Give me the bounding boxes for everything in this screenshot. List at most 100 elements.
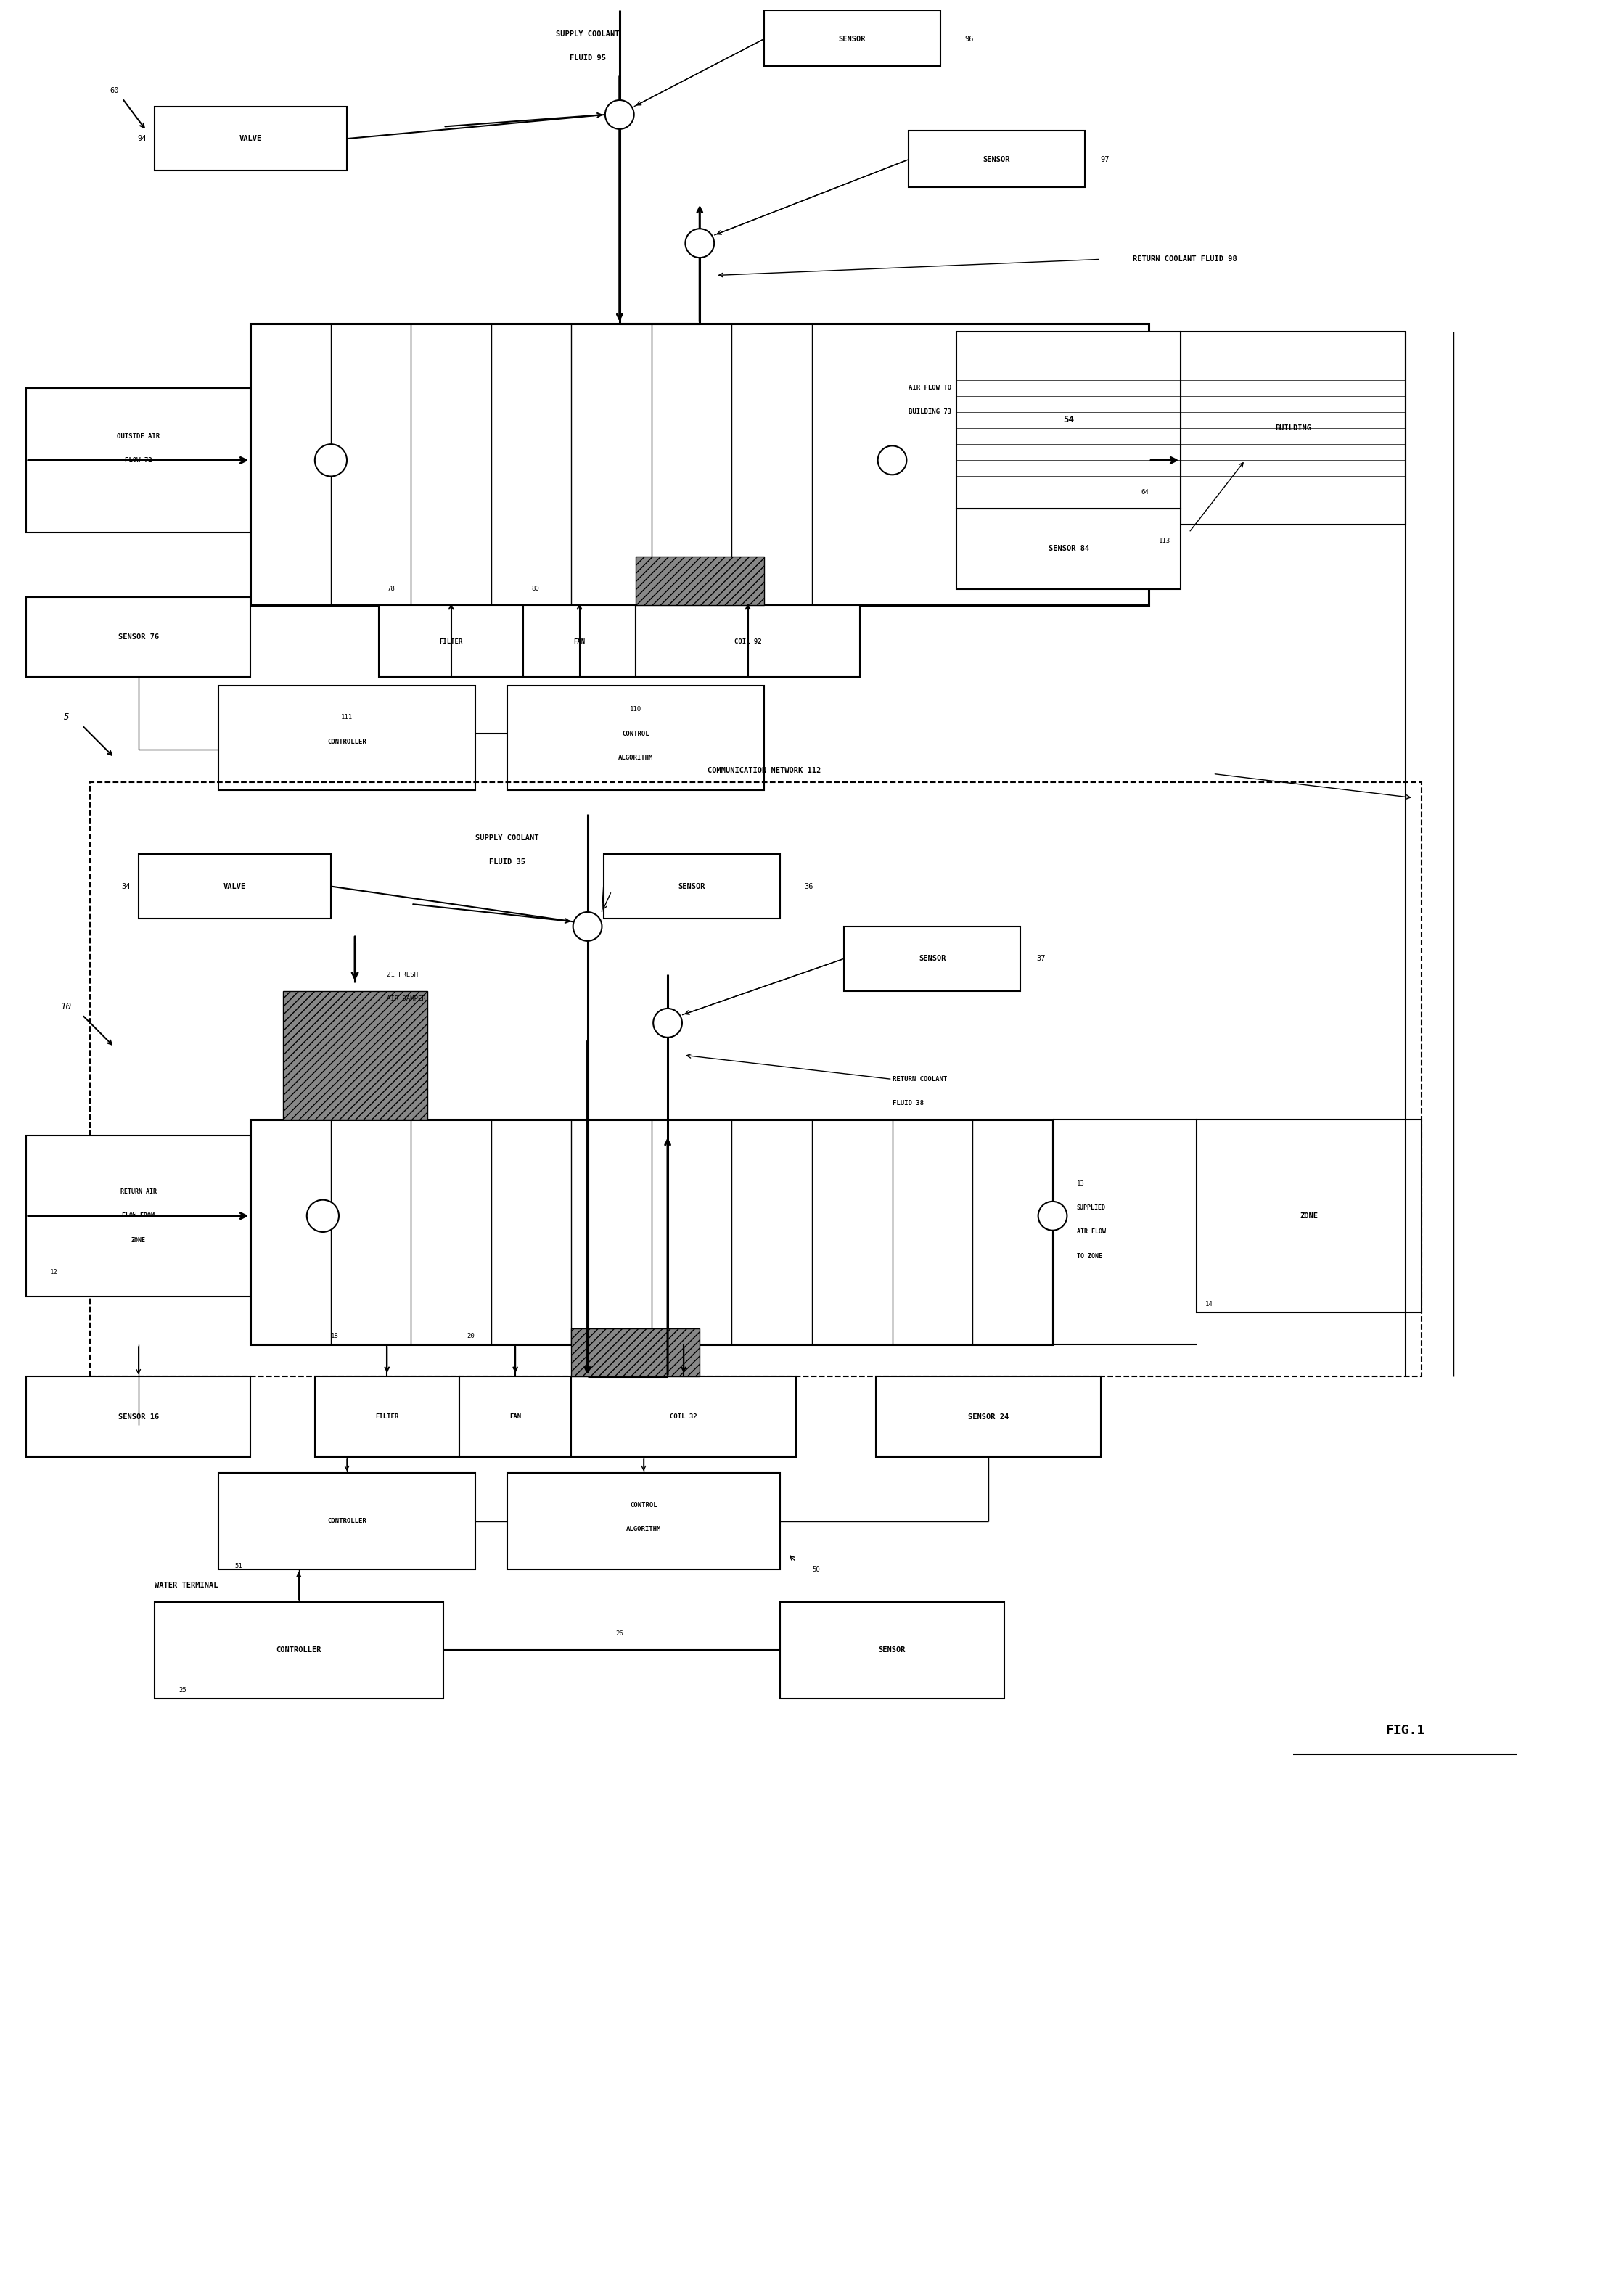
Bar bbox=[507, 1474, 780, 1569]
Bar bbox=[283, 990, 427, 1120]
Text: SENSOR: SENSOR bbox=[879, 1646, 906, 1653]
Text: CONTROLLER: CONTROLLER bbox=[276, 1646, 322, 1653]
Bar bbox=[219, 1474, 476, 1569]
Circle shape bbox=[606, 100, 633, 129]
Bar bbox=[523, 604, 635, 677]
Text: AIR DAMPER: AIR DAMPER bbox=[387, 995, 425, 1002]
Text: 25: 25 bbox=[179, 1687, 187, 1694]
Bar bbox=[154, 1601, 443, 1699]
Text: RETURN COOLANT: RETURN COOLANT bbox=[892, 1076, 947, 1083]
Bar bbox=[957, 332, 1181, 509]
Text: 20: 20 bbox=[468, 1333, 474, 1340]
Bar bbox=[572, 1329, 700, 1376]
Bar bbox=[507, 686, 763, 790]
Circle shape bbox=[1038, 1201, 1067, 1231]
Text: VALVE: VALVE bbox=[239, 134, 261, 143]
Bar bbox=[763, 9, 940, 66]
Text: SENSOR: SENSOR bbox=[983, 157, 1010, 164]
Bar bbox=[250, 1120, 1052, 1344]
Text: 80: 80 bbox=[531, 586, 539, 593]
Text: FAN: FAN bbox=[510, 1413, 521, 1419]
Text: ZONE: ZONE bbox=[1301, 1213, 1319, 1220]
Bar bbox=[957, 509, 1181, 588]
Text: COIL 32: COIL 32 bbox=[671, 1413, 697, 1419]
Text: FILTER: FILTER bbox=[440, 638, 463, 645]
Text: ZONE: ZONE bbox=[132, 1238, 146, 1242]
Text: 36: 36 bbox=[804, 883, 814, 890]
Text: ALGORITHM: ALGORITHM bbox=[619, 754, 653, 761]
Text: SENSOR: SENSOR bbox=[919, 956, 945, 963]
Text: TO ZONE: TO ZONE bbox=[1077, 1254, 1103, 1260]
Text: 54: 54 bbox=[1064, 416, 1073, 425]
Text: 21 FRESH: 21 FRESH bbox=[387, 972, 419, 979]
Text: CONTROLLER: CONTROLLER bbox=[328, 738, 367, 745]
Text: SENSOR 16: SENSOR 16 bbox=[119, 1413, 159, 1419]
Bar bbox=[604, 854, 780, 917]
Text: OUTSIDE AIR: OUTSIDE AIR bbox=[117, 434, 159, 438]
Text: 60: 60 bbox=[110, 86, 119, 93]
Text: 96: 96 bbox=[965, 36, 973, 43]
Bar bbox=[1181, 332, 1405, 525]
Text: WATER TERMINAL: WATER TERMINAL bbox=[154, 1583, 218, 1590]
Text: 10: 10 bbox=[60, 1002, 71, 1011]
Text: 13: 13 bbox=[1077, 1181, 1085, 1188]
Text: BUILDING 73: BUILDING 73 bbox=[908, 409, 952, 416]
Bar bbox=[460, 1376, 572, 1458]
Text: 34: 34 bbox=[122, 883, 130, 890]
Bar bbox=[219, 686, 476, 790]
Bar bbox=[908, 132, 1085, 186]
Circle shape bbox=[573, 913, 603, 940]
Text: SENSOR 24: SENSOR 24 bbox=[968, 1413, 1009, 1419]
Text: FLOW 72: FLOW 72 bbox=[125, 456, 153, 463]
Bar bbox=[26, 1136, 250, 1297]
Bar bbox=[1197, 1120, 1421, 1313]
Text: 50: 50 bbox=[812, 1567, 820, 1574]
Text: 97: 97 bbox=[1101, 157, 1109, 164]
Bar bbox=[26, 1376, 250, 1458]
Bar bbox=[26, 388, 250, 534]
Text: CONTROL: CONTROL bbox=[630, 1501, 658, 1508]
Text: FLUID 38: FLUID 38 bbox=[892, 1099, 924, 1106]
Circle shape bbox=[307, 1199, 339, 1231]
Text: AIR FLOW: AIR FLOW bbox=[1077, 1229, 1106, 1235]
Text: 94: 94 bbox=[138, 134, 146, 143]
Text: SUPPLIED: SUPPLIED bbox=[1077, 1204, 1106, 1210]
Bar bbox=[572, 1376, 796, 1458]
Text: CONTROLLER: CONTROLLER bbox=[328, 1517, 367, 1524]
Bar bbox=[26, 597, 250, 677]
Bar bbox=[154, 107, 348, 170]
Text: FIG.1: FIG.1 bbox=[1385, 1724, 1426, 1737]
Text: RETURN COOLANT FLUID 98: RETURN COOLANT FLUID 98 bbox=[1134, 257, 1237, 263]
Text: SENSOR: SENSOR bbox=[838, 36, 866, 43]
Bar bbox=[877, 1376, 1101, 1458]
Text: ALGORITHM: ALGORITHM bbox=[625, 1526, 661, 1533]
Text: RETURN AIR: RETURN AIR bbox=[120, 1188, 156, 1195]
Text: FLUID 95: FLUID 95 bbox=[570, 55, 606, 61]
Circle shape bbox=[653, 1008, 682, 1038]
Text: 26: 26 bbox=[615, 1631, 624, 1637]
Bar bbox=[378, 604, 523, 677]
Text: 18: 18 bbox=[331, 1333, 339, 1340]
Bar bbox=[780, 1601, 1005, 1699]
Text: 5: 5 bbox=[63, 713, 68, 722]
Text: 51: 51 bbox=[234, 1562, 242, 1569]
Text: 12: 12 bbox=[50, 1269, 58, 1276]
Text: AIR FLOW TO: AIR FLOW TO bbox=[908, 384, 952, 391]
Text: SUPPLY COOLANT: SUPPLY COOLANT bbox=[476, 833, 539, 843]
Circle shape bbox=[685, 229, 715, 257]
Bar bbox=[635, 556, 763, 604]
Text: 78: 78 bbox=[387, 586, 395, 593]
Bar bbox=[138, 854, 331, 917]
Text: SENSOR: SENSOR bbox=[679, 883, 705, 890]
Text: 111: 111 bbox=[341, 713, 352, 720]
Text: VALVE: VALVE bbox=[222, 883, 245, 890]
Bar bbox=[315, 1376, 460, 1458]
Text: COMMUNICATION NETWORK 112: COMMUNICATION NETWORK 112 bbox=[706, 768, 820, 774]
Text: 37: 37 bbox=[1036, 956, 1046, 963]
Text: 110: 110 bbox=[630, 706, 641, 713]
Bar bbox=[844, 927, 1020, 990]
Text: FAN: FAN bbox=[573, 638, 585, 645]
Bar bbox=[250, 322, 1148, 604]
Text: COIL 92: COIL 92 bbox=[734, 638, 762, 645]
Text: CONTROL: CONTROL bbox=[622, 731, 650, 736]
